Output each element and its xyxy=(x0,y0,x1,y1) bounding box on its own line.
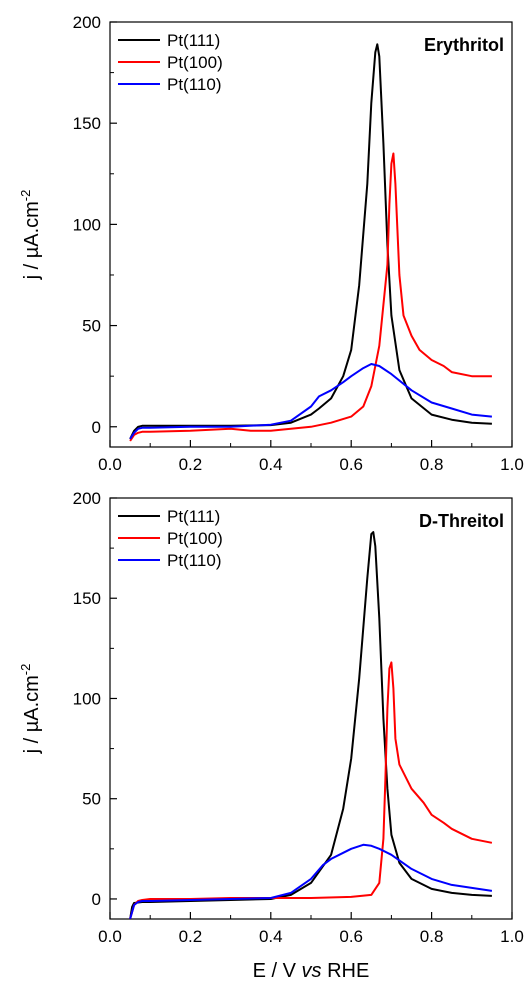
y-tick-label: 0 xyxy=(92,418,101,437)
y-axis-label: j / µA.cm-2 xyxy=(18,664,43,755)
series-line-pt111 xyxy=(129,531,492,919)
legend-label: Pt(100) xyxy=(167,529,223,548)
y-tick-label: 100 xyxy=(73,689,101,708)
series-line-pt110 xyxy=(129,363,492,440)
x-tick-label: 1.0 xyxy=(500,455,524,474)
legend-label: Pt(110) xyxy=(167,551,222,570)
chart-panel-2: 0.0 0.2 0.4 0.6 0.8 1.0 0 50 100 150 200 Pt(111) Pt(… xyxy=(18,489,524,982)
y-tick-label: 0 xyxy=(92,890,101,909)
x-tick-label: 0.6 xyxy=(339,927,363,946)
y-tick-label: 200 xyxy=(73,13,101,32)
x-tick-label: 0.0 xyxy=(98,455,122,474)
y-axis-label: j / µA.cm-2 xyxy=(18,190,43,281)
x-tick-label: 0.4 xyxy=(259,927,283,946)
x-tick-label: 0.6 xyxy=(339,455,363,474)
chart-panel-1: 0.0 0.2 0.4 0.6 0.8 1.0 0 50 100 150 200 Pt(111) Pt(… xyxy=(18,13,524,474)
y-tick-label: 100 xyxy=(73,215,101,234)
panel-title: Erythritol xyxy=(424,35,504,55)
legend-label: Pt(110) xyxy=(167,75,222,94)
y-tick-label: 50 xyxy=(82,790,101,809)
legend-label: Pt(111) xyxy=(167,507,220,526)
x-axis-label: E / V vs RHE xyxy=(253,960,370,982)
y-tick-label: 150 xyxy=(73,589,101,608)
series-line-pt111 xyxy=(129,43,492,440)
series-line-pt100 xyxy=(129,152,492,442)
x-tick-label: 0.0 xyxy=(98,927,122,946)
x-tick-label: 0.8 xyxy=(420,455,444,474)
x-tick-label: 0.2 xyxy=(179,927,203,946)
y-tick-label: 200 xyxy=(73,489,101,508)
legend-label: Pt(111) xyxy=(167,31,220,50)
x-tick-label: 0.4 xyxy=(259,455,283,474)
x-tick-label: 0.2 xyxy=(179,455,203,474)
panel-title: D-Threitol xyxy=(419,511,504,531)
legend-label: Pt(100) xyxy=(167,53,223,72)
x-tick-label: 1.0 xyxy=(500,927,524,946)
series-line-pt110 xyxy=(129,843,493,919)
y-tick-label: 150 xyxy=(73,114,101,133)
y-tick-label: 50 xyxy=(82,317,101,336)
series-line-pt100 xyxy=(129,661,493,919)
x-tick-label: 0.8 xyxy=(420,927,444,946)
